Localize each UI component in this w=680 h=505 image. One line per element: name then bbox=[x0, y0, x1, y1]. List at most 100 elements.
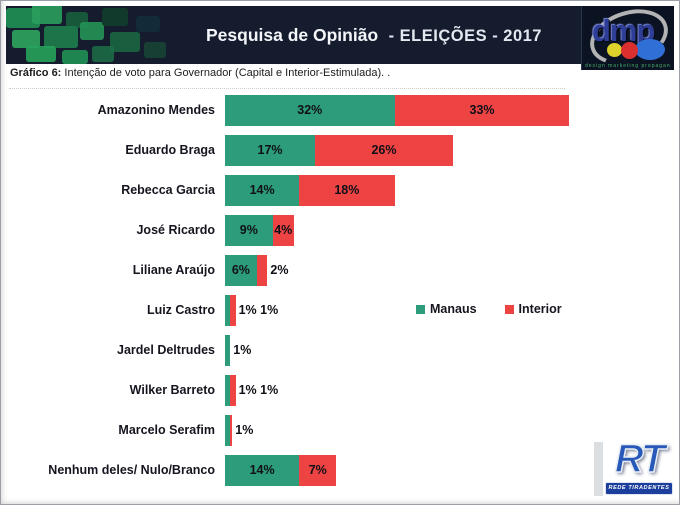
mosaic-square bbox=[80, 22, 104, 40]
chart-row: Amazonino Mendes 32% 33% bbox=[9, 90, 671, 130]
category-label: Rebecca Garcia bbox=[121, 183, 215, 197]
stacked-bar: 1% 1% bbox=[225, 374, 671, 406]
value-label: 33% bbox=[469, 103, 495, 117]
segment-interior: 4% bbox=[272, 214, 294, 246]
chart-row: Jardel Deltrudes 1% bbox=[9, 330, 671, 370]
legend-label-interior: Interior bbox=[518, 302, 562, 316]
segment-manaus: 14% bbox=[225, 174, 300, 206]
mosaic-square bbox=[92, 46, 114, 62]
mosaic-square bbox=[44, 26, 78, 48]
segment-interior: 7% bbox=[299, 454, 337, 486]
chart-caption: Gráfico 6: Intenção de voto para Governa… bbox=[10, 67, 579, 79]
dmp-yellow-circle-icon bbox=[607, 43, 622, 57]
chart-rows: Amazonino Mendes 32% 33% Eduardo Braga 17% 26… bbox=[9, 90, 671, 490]
legend-item-manaus: Manaus bbox=[416, 302, 477, 316]
value-label: 1% bbox=[235, 423, 254, 437]
rt-logo-shadow bbox=[594, 442, 603, 496]
mosaic-square bbox=[62, 50, 88, 64]
chart-row: Luiz Castro 1% 1% bbox=[9, 290, 671, 330]
category-label: Jardel Deltrudes bbox=[117, 343, 215, 357]
segment-manaus: 6% bbox=[225, 254, 257, 286]
stacked-bar: 14% 18% bbox=[225, 174, 671, 206]
segment-interior bbox=[230, 294, 236, 326]
chart-row: Rebecca Garcia 14% 18% bbox=[9, 170, 671, 210]
segment-manaus bbox=[225, 414, 231, 446]
caption-text: Intenção de voto para Governador (Capita… bbox=[61, 67, 391, 79]
mosaic-square bbox=[102, 8, 128, 26]
stacked-bar: 32% 33% bbox=[225, 94, 671, 126]
value-label: 7% bbox=[308, 463, 327, 477]
rt-logo-banner: REDE TIRADENTES bbox=[605, 482, 673, 495]
interior-swatch-icon bbox=[504, 304, 514, 314]
green-mosaic-decoration bbox=[6, 6, 174, 64]
segment-interior: 26% bbox=[315, 134, 453, 166]
segment-interior bbox=[256, 254, 268, 286]
value-label: 26% bbox=[371, 143, 397, 157]
category-label: Luiz Castro bbox=[146, 303, 215, 317]
value-label: 17% bbox=[257, 143, 283, 157]
segment-interior bbox=[230, 414, 233, 446]
category-label: Marcelo Serafim bbox=[118, 423, 215, 437]
stacked-bar: 9% 4% bbox=[225, 214, 671, 246]
value-label: 9% bbox=[239, 223, 258, 237]
segment-manaus: 9% bbox=[225, 214, 273, 246]
legend-item-interior: Interior bbox=[504, 302, 562, 316]
mosaic-square bbox=[136, 16, 160, 32]
manaus-swatch-icon bbox=[416, 304, 425, 314]
rede-tiradentes-logo: RT REDE TIRADENTES bbox=[603, 437, 675, 498]
segment-manaus bbox=[225, 374, 231, 406]
stacked-bar: 14% 7% bbox=[225, 454, 671, 486]
page-title: Pesquisa de Opinião - ELEIÇÕES - 2017 bbox=[174, 25, 674, 46]
legend: Manaus Interior bbox=[416, 302, 562, 316]
segment-manaus bbox=[225, 334, 231, 366]
header-banner: Pesquisa de Opinião - ELEIÇÕES - 2017 bbox=[6, 6, 674, 64]
chart-row: Wilker Barreto 1% 1% bbox=[9, 370, 671, 410]
value-label: 1% 1% bbox=[238, 383, 279, 397]
category-label: Wilker Barreto bbox=[129, 383, 215, 397]
value-label: 4% bbox=[274, 223, 293, 237]
value-label: 14% bbox=[249, 183, 275, 197]
value-label: 14% bbox=[249, 463, 275, 477]
category-label: Amazonino Mendes bbox=[97, 103, 215, 117]
chart-row: Nenhum deles/ Nulo/Branco 14% 7% bbox=[9, 450, 671, 490]
segment-manaus: 32% bbox=[225, 94, 395, 126]
caption-prefix: Gráfico 6: bbox=[10, 67, 62, 79]
mosaic-square bbox=[144, 42, 166, 58]
dmp-tagline: design marketing propaganda bbox=[585, 63, 671, 69]
chart-row: Marcelo Serafim 1% bbox=[9, 410, 671, 450]
segment-interior bbox=[230, 374, 236, 406]
stacked-bar: 6% 2% bbox=[225, 254, 671, 286]
legend-label-manaus: Manaus bbox=[430, 302, 477, 316]
category-label: Nenhum deles/ Nulo/Branco bbox=[48, 463, 215, 477]
chart-row: José Ricardo 9% 4% bbox=[9, 210, 671, 250]
chart-row: Eduardo Braga 17% 26% bbox=[9, 130, 671, 170]
segment-manaus: 14% bbox=[225, 454, 300, 486]
bar-chart: Amazonino Mendes 32% 33% Eduardo Braga 17% 26… bbox=[9, 90, 671, 494]
rt-logo-text: RT bbox=[614, 437, 666, 481]
value-label: 1% 1% bbox=[238, 303, 279, 317]
stacked-bar: 1% bbox=[225, 334, 671, 366]
caption-divider bbox=[9, 88, 565, 89]
category-label: Eduardo Braga bbox=[125, 143, 215, 157]
title-suffix: - ELEIÇÕES - 2017 bbox=[388, 26, 542, 45]
stacked-bar: 1% bbox=[225, 414, 671, 446]
value-label: 18% bbox=[334, 183, 360, 197]
value-label: 6% bbox=[231, 263, 250, 277]
segment-interior: 33% bbox=[394, 94, 570, 126]
dmp-logo: dmp design marketing propaganda bbox=[581, 1, 676, 75]
category-label: José Ricardo bbox=[136, 223, 215, 237]
mosaic-square bbox=[110, 32, 140, 52]
segment-interior: 18% bbox=[299, 174, 395, 206]
value-label: 1% bbox=[233, 343, 252, 357]
stacked-bar: 17% 26% bbox=[225, 134, 671, 166]
mosaic-square bbox=[6, 8, 40, 28]
dmp-blue-circle-icon bbox=[635, 39, 665, 60]
value-label: 32% bbox=[297, 103, 323, 117]
title-main: Pesquisa de Opinião bbox=[206, 24, 379, 45]
mosaic-square bbox=[26, 46, 56, 62]
dmp-red-circle-icon bbox=[621, 42, 638, 59]
mosaic-square bbox=[12, 30, 40, 48]
category-label: Liliane Araújo bbox=[132, 263, 215, 277]
segment-manaus: 17% bbox=[225, 134, 316, 166]
